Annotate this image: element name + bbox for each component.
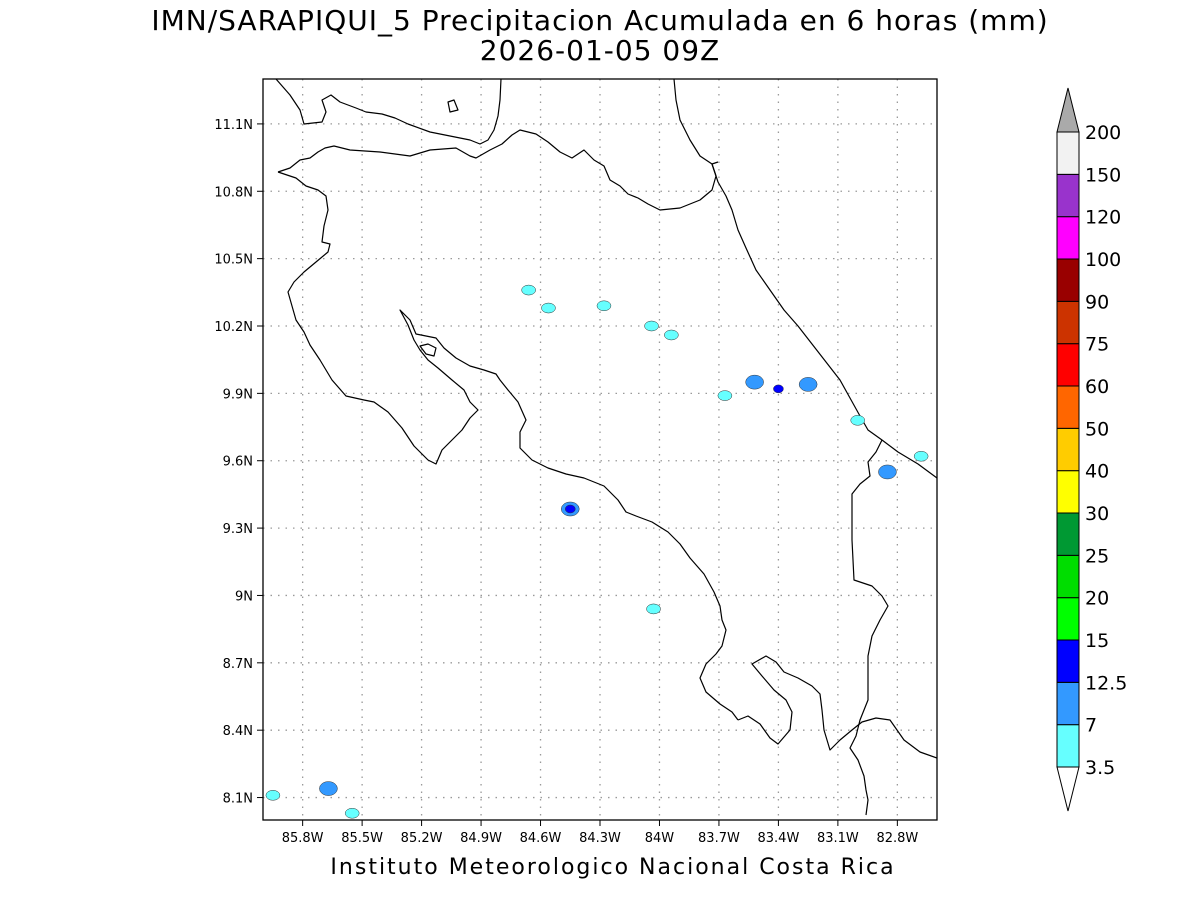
colorbar-level-label: 150 <box>1085 164 1121 186</box>
colorbar-level-label: 40 <box>1085 461 1109 483</box>
precip-cell-3-5 <box>850 415 865 426</box>
colorbar-level-label: 15 <box>1085 630 1109 652</box>
precip-cell-3-5 <box>541 302 556 314</box>
colorbar-swatch <box>1056 427 1080 472</box>
precip-cell-12-5 <box>773 384 784 394</box>
nicaragua-southern-border <box>277 129 719 211</box>
colorbar-level-label: 30 <box>1085 503 1109 525</box>
precipitation-contours <box>265 284 929 819</box>
colorbar-swatch <box>1056 681 1080 726</box>
lon-tick-label: 83.4W <box>758 831 800 846</box>
colorbar-level-label: 12.5 <box>1085 672 1127 694</box>
lon-tick-label: 84W <box>645 831 675 846</box>
colorbar-level-label: 200 <box>1085 122 1121 144</box>
latitude-axis: 11.1N 10.8N 10.5N 10.2N 9.9N 9.6N 9.3N 9N 8.7N 8.… <box>214 118 263 807</box>
colorbar-swatch <box>1056 724 1080 768</box>
precip-cell-7 <box>798 377 818 392</box>
lon-tick-label: 85.5W <box>341 831 383 846</box>
precip-cell-12-5 <box>565 504 576 514</box>
nicaragua-lake-shore <box>275 79 502 145</box>
lon-tick-label: 82.8W <box>876 831 918 846</box>
colorbar-level-label: 50 <box>1085 418 1109 440</box>
island-outline <box>447 99 459 113</box>
lon-tick-label: 84.3W <box>579 831 621 846</box>
colorbar-level-label: 3.5 <box>1085 757 1115 779</box>
lat-tick-label: 8.1N <box>223 792 253 807</box>
lon-tick-label: 85.2W <box>401 831 443 846</box>
lon-tick-label: 83.1W <box>817 831 859 846</box>
map-title: IMN/SARAPIQUI_5 Precipitacion Acumulada … <box>151 4 1049 37</box>
colorbar-swatch <box>1056 554 1080 599</box>
lat-tick-label: 8.4N <box>223 724 253 739</box>
lake-outline <box>419 343 437 357</box>
colorbar: 3.5 7 12.5 15 20 25 30 40 50 60 75 90 100 120 150 200 <box>1056 87 1127 812</box>
colorbar-level-label: 60 <box>1085 376 1109 398</box>
lat-tick-label: 11.1N <box>214 118 253 133</box>
precip-cell-7 <box>745 374 764 390</box>
lat-tick-label: 10.2N <box>214 320 253 335</box>
precip-cell-7 <box>319 781 338 796</box>
precip-cell-3-5 <box>646 603 661 615</box>
longitude-axis: 85.8W 85.5W 85.2W 84.9W 84.6W 84.3W 84W 83.7W 83… <box>282 820 918 846</box>
credit-footer: Instituto Meteorologico Nacional Costa R… <box>330 855 896 880</box>
map-background <box>263 79 937 820</box>
colorbar-level-label: 75 <box>1085 334 1109 356</box>
colorbar-level-label: 90 <box>1085 291 1109 313</box>
colorbar-swatch <box>1056 173 1080 218</box>
lon-tick-label: 84.9W <box>460 831 502 846</box>
lat-tick-label: 10.5N <box>214 253 253 268</box>
pacific-coast-nicoya <box>277 171 739 721</box>
colorbar-swatch <box>1056 470 1080 514</box>
colorbar-swatch <box>1056 216 1080 260</box>
colorbar-level-label: 25 <box>1085 545 1109 567</box>
coastlines-and-borders <box>275 79 937 816</box>
colorbar-swatch <box>1056 258 1080 302</box>
lat-tick-label: 9.3N <box>223 522 253 537</box>
caribbean-coast <box>673 79 937 479</box>
lon-tick-label: 84.6W <box>520 831 562 846</box>
lat-tick-label: 9N <box>235 589 253 604</box>
colorbar-level-label: 100 <box>1085 249 1121 271</box>
colorbar-swatch <box>1056 343 1080 387</box>
lat-tick-label: 9.6N <box>223 455 253 470</box>
colorbar-swatch <box>1056 300 1080 345</box>
precip-cell-3-5 <box>913 450 929 462</box>
panama-border <box>849 439 889 816</box>
precip-cell-3-5 <box>644 320 659 332</box>
colorbar-level-label: 20 <box>1085 588 1109 610</box>
colorbar-swatch <box>1056 385 1080 429</box>
precip-cell-3-5 <box>265 790 281 801</box>
lon-tick-label: 83.7W <box>698 831 740 846</box>
colorbar-level-label: 120 <box>1085 207 1121 229</box>
colorbar-under-triangle <box>1056 766 1080 812</box>
colorbar-swatch <box>1056 597 1080 641</box>
osa-peninsula <box>737 655 937 759</box>
colorbar-level-label: 7 <box>1085 715 1097 737</box>
colorbar-over-triangle <box>1056 87 1080 133</box>
precip-cell-3-5 <box>664 329 679 341</box>
precip-cell-7 <box>878 464 897 480</box>
colorbar-swatch <box>1056 131 1080 175</box>
map-valid-time: 2026-01-05 09Z <box>479 34 721 67</box>
colorbar-swatch <box>1056 639 1080 683</box>
precip-cell-3-5 <box>521 284 536 296</box>
precip-cell-3-5 <box>717 390 733 401</box>
precip-cell-3-5 <box>344 808 360 819</box>
lat-tick-label: 8.7N <box>223 657 253 672</box>
lon-tick-label: 85.8W <box>282 831 324 846</box>
colorbar-swatch <box>1056 512 1080 556</box>
lat-tick-label: 10.8N <box>214 185 253 200</box>
precip-cell-3-5 <box>596 300 612 312</box>
lat-tick-label: 9.9N <box>223 387 253 402</box>
